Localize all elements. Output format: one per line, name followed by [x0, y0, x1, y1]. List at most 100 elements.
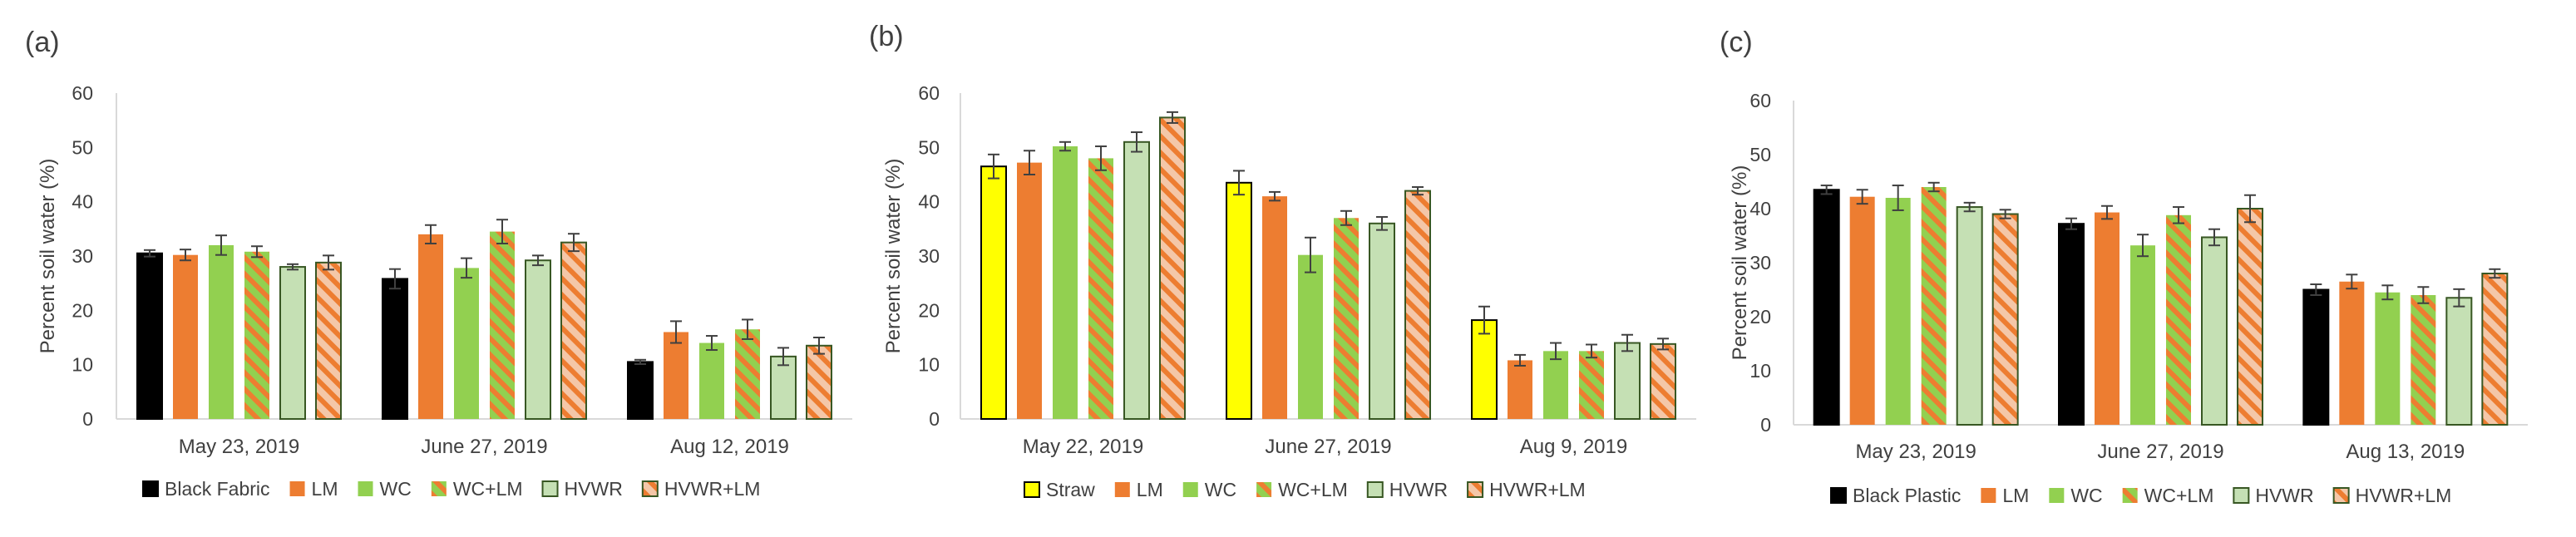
- legend-swatch: [358, 481, 373, 496]
- y-tick-label: 40: [72, 191, 93, 213]
- y-tick-label: 30: [918, 245, 940, 267]
- bar: [1262, 196, 1287, 419]
- y-tick-label: 30: [72, 245, 93, 267]
- bar: [2237, 208, 2263, 426]
- bar: [1226, 181, 1252, 421]
- bar: [1813, 189, 1840, 426]
- bar: [1614, 342, 1641, 420]
- bar: [560, 241, 587, 420]
- bar: [2339, 281, 2365, 425]
- bar: [1579, 351, 1604, 419]
- y-tick-label: 60: [1749, 90, 1771, 111]
- bar: [244, 251, 269, 419]
- y-tick-label: 0: [1760, 414, 1771, 436]
- bar: [1053, 146, 1078, 419]
- legend-swatch: [1981, 488, 1996, 503]
- bar: [1404, 190, 1431, 420]
- bar: [1849, 196, 1875, 425]
- bar: [1334, 218, 1359, 419]
- bar: [279, 266, 306, 421]
- bar: [1159, 116, 1186, 420]
- y-tick-label: 0: [82, 408, 93, 430]
- legend-label: Straw: [1046, 479, 1095, 500]
- legend-label: LM: [2002, 485, 2029, 506]
- bar: [1885, 198, 1911, 425]
- bar: [806, 344, 832, 420]
- legend-swatch: [641, 480, 659, 497]
- x-category-label: June 27, 2019: [421, 436, 547, 458]
- legend-label: WC: [1205, 479, 1236, 500]
- legend-label: LM: [1137, 479, 1163, 500]
- y-axis-title: Percent soil water (%): [882, 159, 905, 354]
- y-tick-label: 60: [72, 82, 93, 104]
- y-tick-label: 10: [918, 354, 940, 376]
- legend-label: WC: [2070, 485, 2102, 506]
- panel-label: (a): [25, 27, 60, 58]
- y-tick-label: 50: [918, 136, 940, 158]
- legend-swatch: [2332, 487, 2350, 504]
- legend-label: WC: [380, 478, 412, 500]
- bar: [980, 165, 1007, 420]
- y-axis-title: Percent soil water (%): [37, 159, 59, 354]
- x-category-label: Aug 9, 2019: [1520, 436, 1627, 458]
- legend-swatch: [1366, 481, 1384, 498]
- bar: [209, 244, 234, 419]
- bar: [1369, 222, 1395, 420]
- legend-label: Black Plastic: [1853, 485, 1961, 506]
- bar: [2095, 212, 2120, 425]
- y-tick-label: 40: [1749, 198, 1771, 219]
- legend-swatch: [289, 481, 305, 496]
- legend-label: HVWR+LM: [1489, 479, 1586, 500]
- bar: [1471, 319, 1498, 420]
- legend-label: HVWR: [565, 478, 623, 500]
- bar: [735, 329, 760, 419]
- y-axis-title: Percent soil water (%): [1729, 165, 1751, 361]
- legend-swatch: [2122, 488, 2138, 503]
- bar: [2375, 292, 2401, 425]
- bar: [418, 234, 443, 419]
- legend-label: WC+LM: [2144, 485, 2214, 506]
- x-category-label: June 27, 2019: [2097, 441, 2223, 463]
- bar: [382, 278, 408, 420]
- bar: [2201, 236, 2228, 426]
- legend-label: HVWR+LM: [664, 478, 761, 500]
- bar: [2445, 297, 2473, 426]
- chart-panel-3: (c) 0 10 20 30 40 50 60 Percent soil water (%) Ma…: [1720, 27, 2528, 506]
- bar: [173, 254, 198, 419]
- legend-swatch: [2049, 488, 2065, 503]
- bar: [699, 342, 724, 419]
- bar: [2302, 288, 2330, 426]
- bar: [2058, 223, 2085, 426]
- y-tick-label: 10: [72, 354, 93, 376]
- y-tick-label: 50: [72, 136, 93, 158]
- bar: [2166, 214, 2191, 425]
- bar: [770, 355, 797, 420]
- y-tick-label: 40: [918, 191, 940, 213]
- chart-panel-2: (b) 0 10 20 30 40 50 60 Percent soil water (%) Ma…: [869, 21, 1696, 500]
- legend-label: WC+LM: [1278, 479, 1348, 500]
- legend-label: HVWR+LM: [2356, 485, 2452, 506]
- bar: [1017, 162, 1042, 420]
- y-tick-label: 50: [1749, 144, 1771, 165]
- legend-swatch: [2233, 487, 2250, 504]
- y-tick-label: 20: [918, 299, 940, 321]
- panel-label: (b): [869, 21, 904, 52]
- bar: [1543, 351, 1568, 419]
- legend-swatch: [1256, 482, 1272, 497]
- legend-label: HVWR: [2255, 485, 2313, 506]
- legend: Straw LM WC WC+LM HVWR HVWR+LM: [1024, 479, 1586, 500]
- x-category-label: June 27, 2019: [1265, 436, 1391, 458]
- y-tick-label: 20: [1749, 306, 1771, 328]
- legend-swatch: [1467, 481, 1484, 498]
- bar: [454, 268, 479, 419]
- legend-swatch: [431, 481, 447, 496]
- bar: [1650, 342, 1676, 420]
- legend-label: Black Fabric: [165, 478, 270, 500]
- y-tick-label: 0: [929, 408, 940, 430]
- y-tick-label: 30: [1749, 252, 1771, 273]
- y-tick-label: 10: [1749, 360, 1771, 382]
- bar: [1508, 360, 1532, 419]
- bar: [315, 261, 342, 420]
- bar: [2481, 273, 2509, 426]
